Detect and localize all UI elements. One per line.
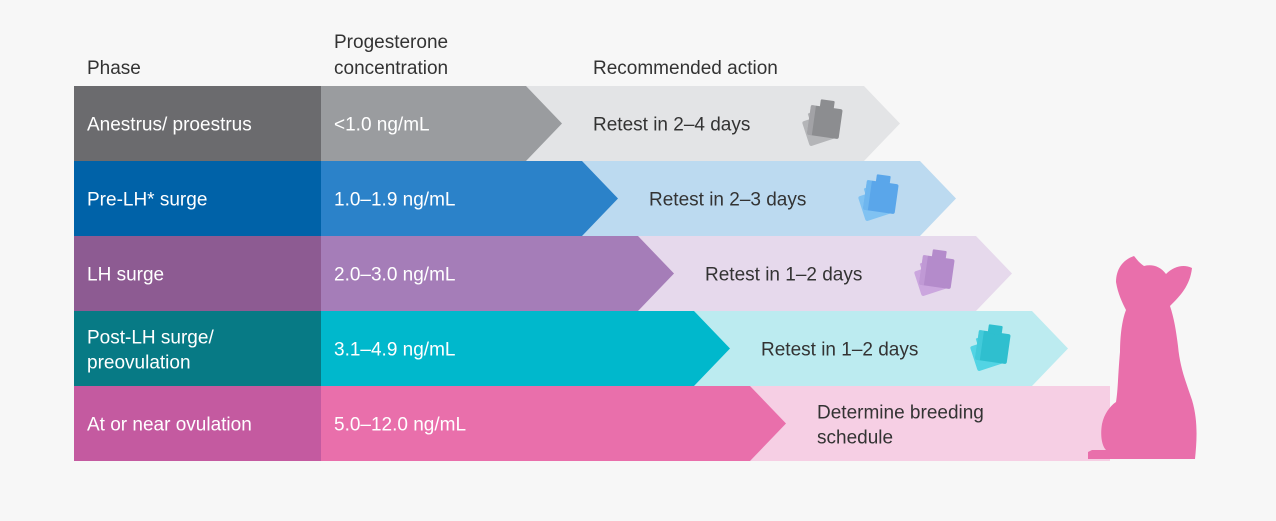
- concentration-arrow: [321, 311, 730, 386]
- phase-label: At or near ovulation: [87, 415, 252, 436]
- concentration-arrow: [321, 86, 562, 161]
- concentration-value: 3.1–4.9 ng/mL: [334, 340, 455, 361]
- action-arrow: [750, 386, 1110, 461]
- concentration-arrow: [321, 386, 786, 461]
- test-kit-icon: [802, 99, 843, 146]
- phase-rows: Anestrus/ proestrus <1.0 ng/mL Retest in 2…: [74, 86, 1110, 461]
- header-phase: Phase: [87, 58, 141, 79]
- phase-row: Post-LH surge/preovulation 3.1–4.9 ng/mL R…: [74, 311, 1068, 386]
- action-label: Retest in 1–2 days: [705, 265, 862, 286]
- phase-block: [74, 86, 321, 161]
- action-label: Determine breeding: [817, 403, 984, 424]
- phase-block: [74, 236, 321, 311]
- concentration-value: 2.0–3.0 ng/mL: [334, 265, 455, 286]
- phase-row: Pre-LH* surge 1.0–1.9 ng/mL Retest in 2–3 …: [74, 161, 956, 236]
- phase-label: Anestrus/ proestrus: [87, 115, 252, 136]
- action-label: Retest in 2–4 days: [593, 115, 750, 136]
- test-kit-icon: [914, 249, 955, 296]
- test-kit-icon: [858, 174, 899, 221]
- phase-row: At or near ovulation 5.0–12.0 ng/mL Determ…: [74, 386, 1110, 461]
- phase-label: preovulation: [87, 353, 191, 374]
- dog-silhouette-icon: [1088, 256, 1197, 459]
- header-action: Recommended action: [593, 58, 778, 79]
- concentration-value: 1.0–1.9 ng/mL: [334, 190, 455, 211]
- concentration-value: <1.0 ng/mL: [334, 115, 430, 136]
- action-label: schedule: [817, 428, 893, 449]
- action-arrow: [526, 86, 900, 161]
- concentration-arrow: [321, 161, 618, 236]
- action-label: Retest in 1–2 days: [761, 340, 918, 361]
- phase-label: Pre-LH* surge: [87, 190, 207, 211]
- phase-block: [74, 311, 321, 386]
- action-arrow: [694, 311, 1068, 386]
- phase-row: LH surge 2.0–3.0 ng/mL Retest in 1–2 days: [74, 236, 1012, 311]
- concentration-value: 5.0–12.0 ng/mL: [334, 415, 466, 436]
- phase-label: Post-LH surge/: [87, 328, 214, 349]
- phase-row: Anestrus/ proestrus <1.0 ng/mL Retest in 2…: [74, 86, 900, 161]
- action-arrow: [582, 161, 956, 236]
- test-kit-icon: [970, 324, 1011, 371]
- concentration-arrow: [321, 236, 674, 311]
- phase-label: LH surge: [87, 265, 164, 286]
- header-concentration-line2: concentration: [334, 58, 448, 79]
- header-concentration-line1: Progesterone: [334, 32, 448, 53]
- action-label: Retest in 2–3 days: [649, 190, 806, 211]
- action-arrow: [638, 236, 1012, 311]
- phase-block: [74, 386, 321, 461]
- phase-block: [74, 161, 321, 236]
